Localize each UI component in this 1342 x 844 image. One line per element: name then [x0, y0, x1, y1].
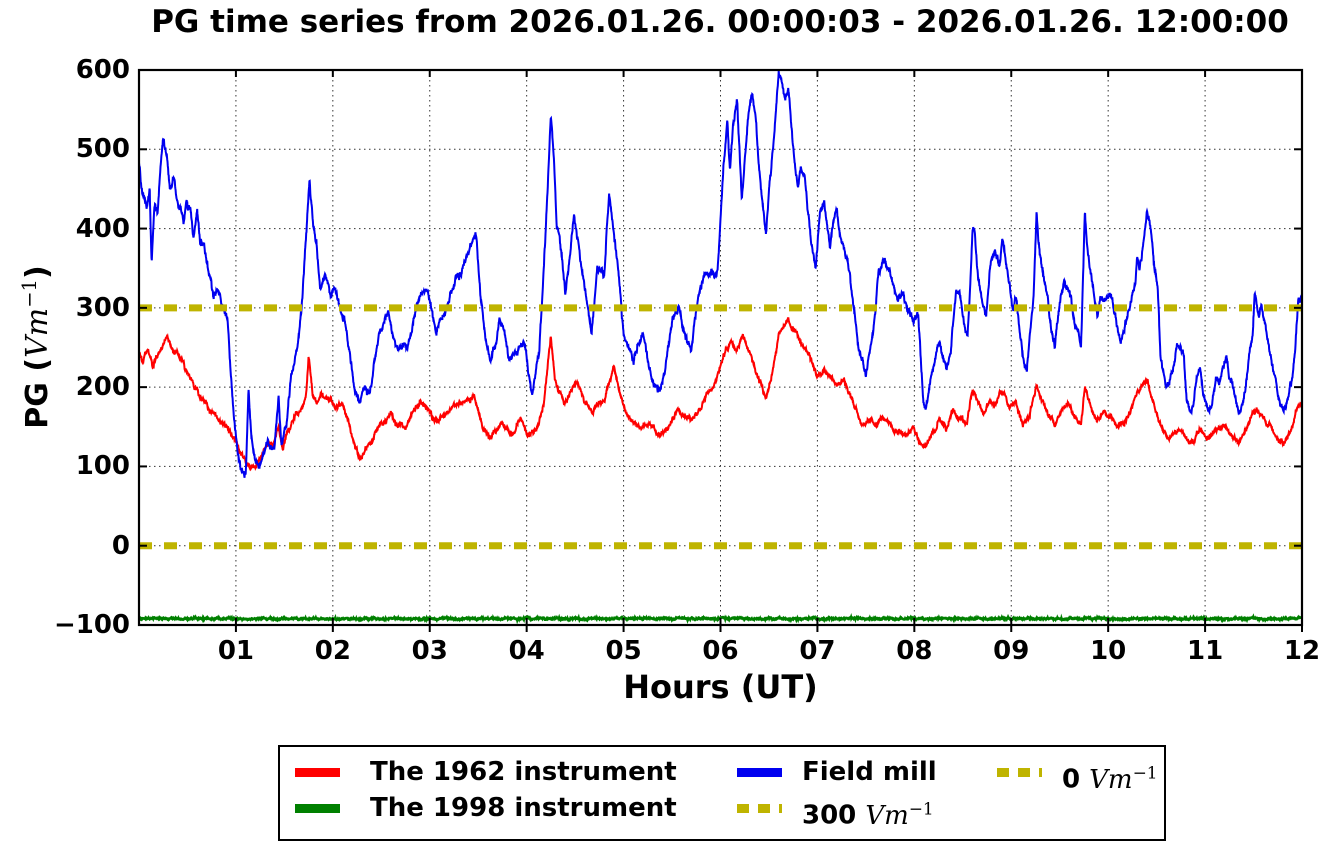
legend-label-0-reference: 0 Vm−1 [1062, 756, 1158, 796]
x-tick-label: 11 [1186, 636, 1224, 666]
legend-0-exponent: −1 [1132, 762, 1158, 782]
y-tick-label: 100 [75, 451, 130, 482]
y-tick-label: 200 [75, 372, 130, 403]
legend-sample-1998-instrument [295, 804, 340, 813]
x-tick-label: 01 [217, 636, 254, 666]
y-tick-label: 500 [75, 134, 130, 165]
x-tick-label: 07 [799, 636, 836, 666]
y-tick-label: 400 [75, 213, 130, 244]
x-tick-label: 03 [411, 636, 448, 666]
chart-title: PG time series from 2026.01.26. 00:00:03… [151, 4, 1289, 40]
y-tick-label: 600 [75, 55, 130, 85]
y-axis-label-suffix: ) [20, 265, 55, 280]
x-tick-label: 09 [993, 636, 1030, 666]
legend-label-1998-instrument: The 1998 instrument [370, 793, 677, 823]
legend-300-number: 300 [802, 800, 857, 831]
x-axis-label: Hours (UT) [623, 668, 818, 706]
legend-sample-0-reference [997, 768, 1042, 777]
legend-sample-field-mill [737, 768, 782, 777]
y-tick-label: 0 [111, 530, 130, 561]
x-tick-label: 02 [314, 636, 351, 666]
x-tick-label: 12 [1283, 636, 1321, 666]
y-tick-label: −100 [53, 610, 130, 640]
legend-300-exponent: −1 [908, 798, 934, 818]
legend-300-unit: Vm [865, 800, 909, 831]
gridlines [139, 70, 1302, 625]
x-tick-label: 10 [1090, 636, 1127, 666]
x-tick-label: 05 [605, 636, 642, 666]
legend-sample-1962-instrument [295, 768, 340, 777]
legend-label-1962-instrument: The 1962 instrument [370, 757, 677, 787]
y-tick-label: 300 [75, 292, 130, 323]
plot-border [137, 68, 1304, 627]
legend: The 1962 instrument The 1998 instrument … [278, 745, 1166, 841]
y-axis-label: PG (Vm−1) [10, 147, 55, 547]
legend-0-number: 0 [1062, 764, 1081, 795]
legend-label-field-mill: Field mill [802, 757, 937, 787]
legend-0-unit: Vm [1089, 764, 1133, 795]
series-the-1962-instrument [139, 317, 1302, 472]
x-tick-label: 04 [508, 636, 545, 666]
x-tick-label: 08 [896, 636, 933, 666]
legend-label-300-reference: 300 Vm−1 [802, 792, 934, 832]
series-field-mill [139, 71, 1302, 478]
legend-sample-300-reference [737, 804, 782, 813]
x-tick-label: 06 [702, 636, 739, 666]
